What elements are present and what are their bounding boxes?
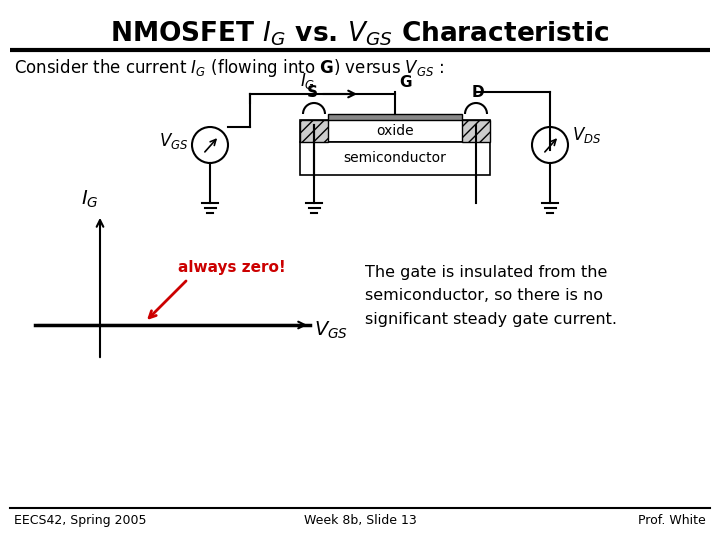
Text: Week 8b, Slide 13: Week 8b, Slide 13 xyxy=(304,514,416,527)
Text: $V_{GS}$: $V_{GS}$ xyxy=(158,131,188,151)
Bar xyxy=(462,120,490,142)
Text: EECS42, Spring 2005: EECS42, Spring 2005 xyxy=(14,514,146,527)
Text: Prof. White: Prof. White xyxy=(638,514,706,527)
Bar xyxy=(300,120,328,142)
Text: oxide: oxide xyxy=(376,124,414,138)
Text: G: G xyxy=(399,75,412,90)
Text: always zero!: always zero! xyxy=(178,260,286,275)
Bar xyxy=(300,120,490,142)
Text: The gate is insulated from the
semiconductor, so there is no
significant steady : The gate is insulated from the semicondu… xyxy=(365,265,617,327)
Text: Consider the current $I_G$ (flowing into $\mathbf{G}$) versus $V_{GS}$ :: Consider the current $I_G$ (flowing into… xyxy=(14,57,444,79)
Bar xyxy=(328,114,462,120)
Text: $I_G$: $I_G$ xyxy=(300,71,315,91)
Text: D: D xyxy=(472,85,485,100)
Text: S: S xyxy=(307,85,318,100)
Text: semiconductor: semiconductor xyxy=(343,152,446,165)
Text: NMOSFET $I_G$ vs. $V_{GS}$ Characteristic: NMOSFET $I_G$ vs. $V_{GS}$ Characteristi… xyxy=(110,20,610,49)
Text: $V_{GS}$: $V_{GS}$ xyxy=(314,319,348,341)
Bar xyxy=(300,142,490,175)
Text: $I_G$: $I_G$ xyxy=(81,188,99,210)
Text: $V_{DS}$: $V_{DS}$ xyxy=(572,125,601,145)
